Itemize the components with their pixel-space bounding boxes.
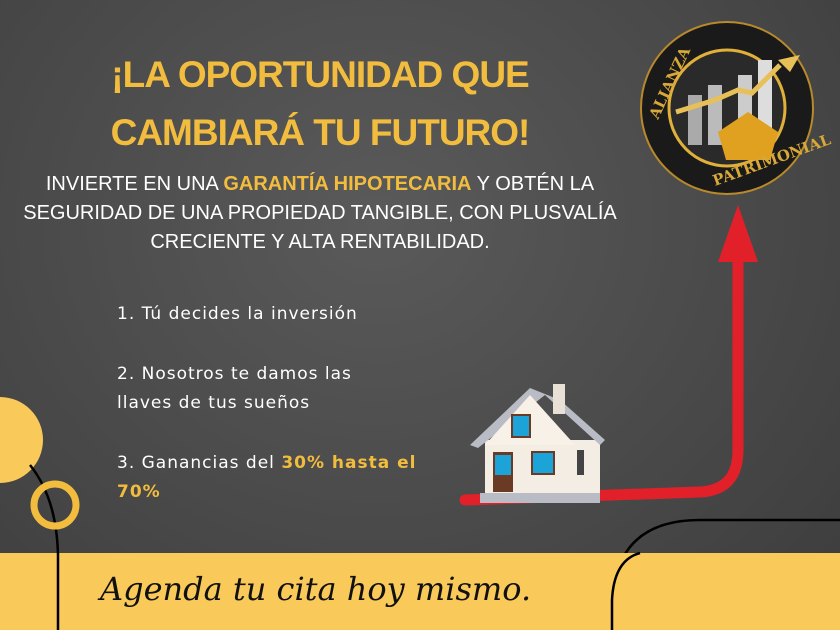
step-3-text: 3. Ganancias del [117, 453, 282, 473]
step-3: 3. Ganancias del 30% hasta el 70% [117, 449, 437, 507]
alianza-patrimonial-logo: ALIANZA PATRIMONIAL [640, 21, 834, 195]
cta-text: Agenda tu cita hoy mismo. [100, 570, 532, 608]
growth-arrow-icon [459, 205, 758, 506]
house-icon [470, 384, 605, 503]
step-2: 2. Nosotros te damos las llaves de tus s… [117, 364, 352, 413]
subtitle-text: INVIERTE EN UNA [45, 173, 224, 195]
cta-banner [0, 553, 840, 630]
subtitle-highlight: GARANTÍA HIPOTECARIA [223, 173, 472, 195]
headline-line-2: CAMBIARÁ TU FUTURO! [110, 112, 531, 153]
headline: ¡LA OPORTUNIDAD QUE CAMBIARÁ TU FUTURO! [40, 46, 600, 162]
step-1: 1. Tú decides la inversión [117, 304, 358, 324]
subtitle-text: Y OBTÉN LA SEGURIDAD DE UNA PROPIEDAD TA… [23, 173, 617, 253]
headline-line-1: ¡LA OPORTUNIDAD QUE [111, 54, 529, 95]
yellow-ring [30, 480, 80, 530]
step-3-highlight: 30% hasta el 70% [117, 453, 417, 502]
subtitle: INVIERTE EN UNA GARANTÍA HIPOTECARIA Y O… [20, 170, 620, 257]
yellow-half-circle [0, 397, 43, 483]
